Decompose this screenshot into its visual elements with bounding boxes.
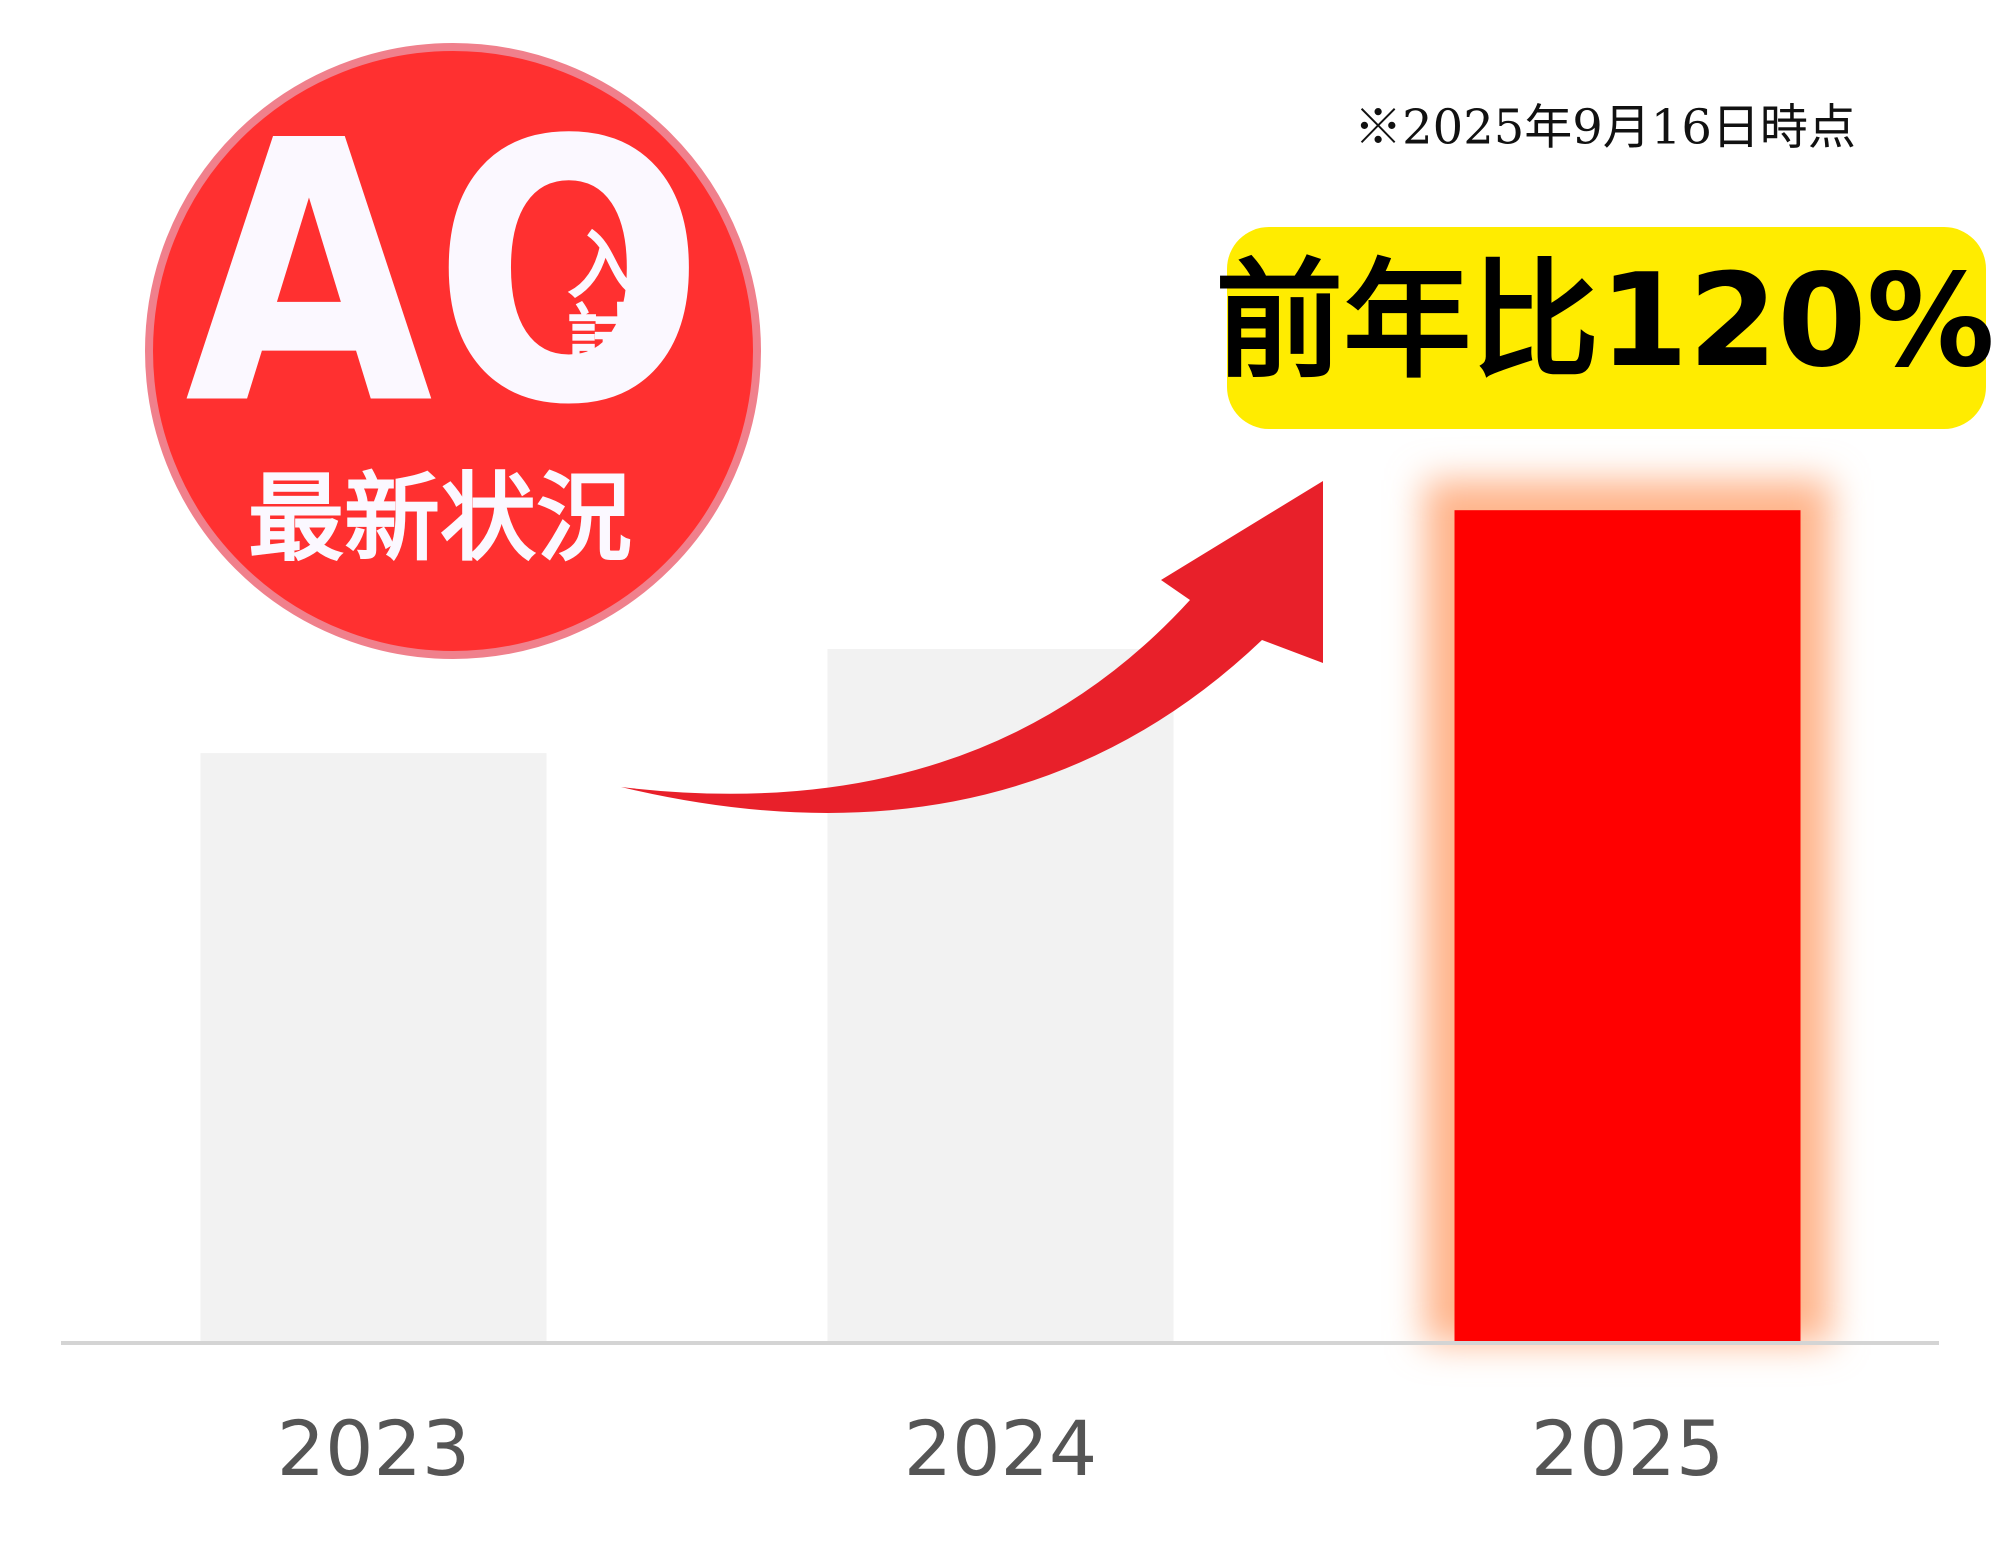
x-tick-label: 2023	[277, 1404, 470, 1493]
bar	[200, 753, 547, 1343]
bar	[1454, 510, 1801, 1343]
note: ※2025年9月16日時点	[1354, 100, 1856, 156]
x-tick-label: 2025	[1531, 1404, 1724, 1493]
callout-box	[1227, 227, 1986, 429]
badge-tag: 入試	[554, 226, 640, 374]
badge-subtitle: 最新状況	[248, 462, 632, 574]
badge-circle	[145, 43, 761, 659]
bars	[200, 480, 1831, 1343]
x-tick-label: 2024	[904, 1404, 1097, 1493]
badge-title: AO	[185, 64, 705, 483]
callout: 前年比120%	[1215, 247, 1994, 396]
arrow	[621, 481, 1323, 813]
